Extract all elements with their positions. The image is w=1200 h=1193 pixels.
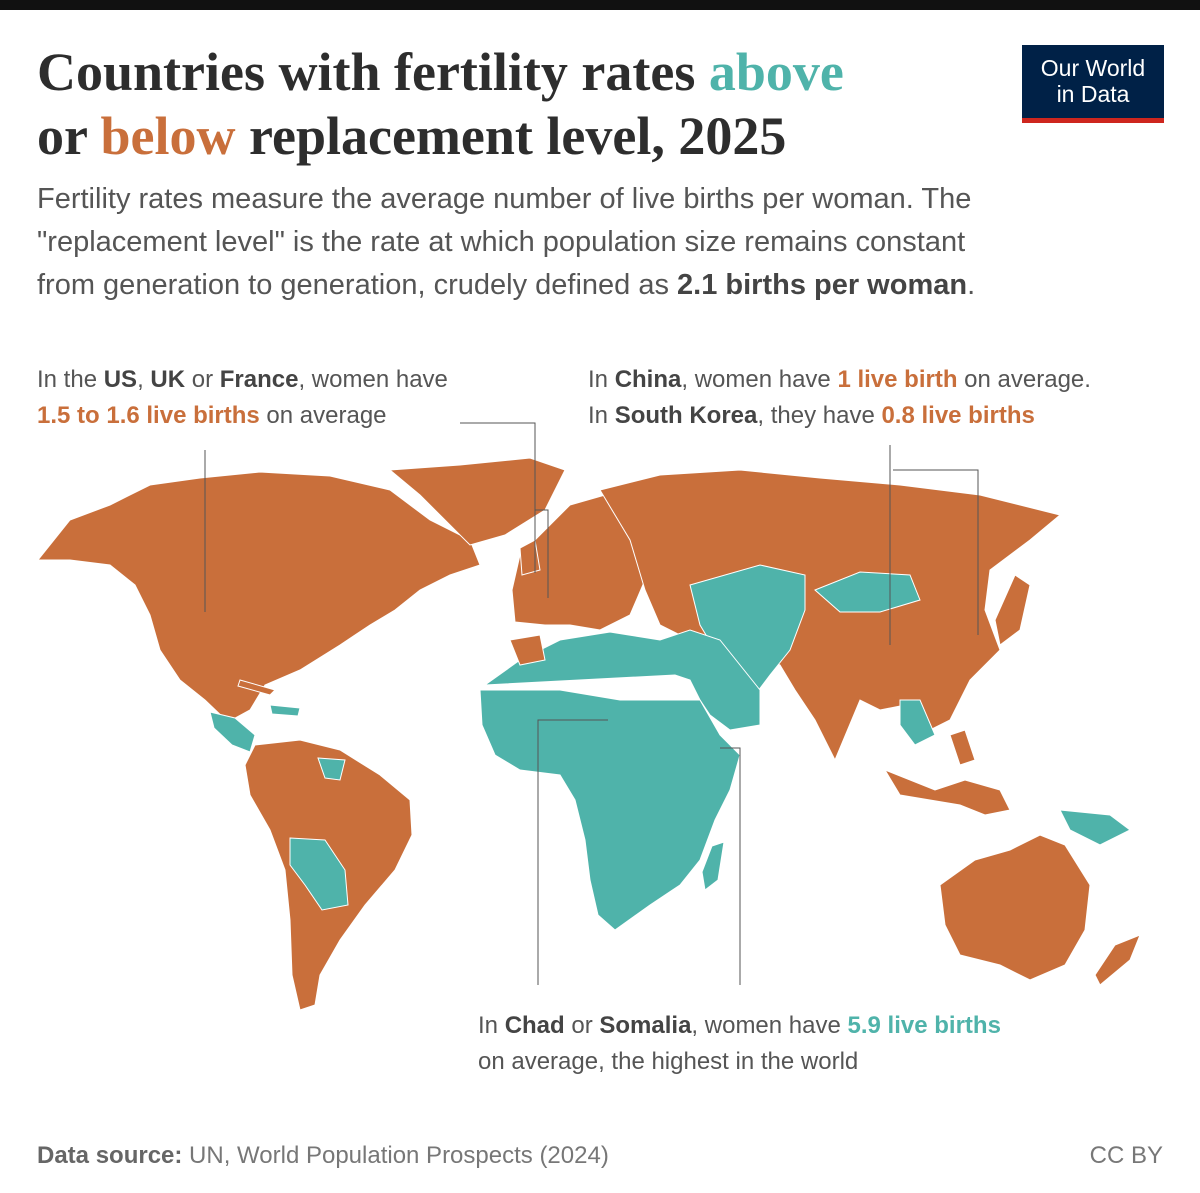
annotation-country: Somalia [599, 1012, 692, 1039]
subtitle-text: . [967, 269, 976, 301]
guyana-region [317, 757, 346, 781]
source-text: UN, World Population Prospects (2024) [182, 1142, 609, 1169]
annotation-country: Chad [504, 1012, 565, 1039]
logo-text: in Data [1056, 81, 1130, 107]
annotation-country: UK [150, 366, 186, 393]
annotation-text: , they have [757, 402, 882, 429]
subtitle-text: Fertility rates measure the average numb… [37, 183, 972, 215]
annotation-text: or [185, 366, 220, 393]
annotation-text: on average [259, 402, 387, 429]
annotation-value: 1.5 to 1.6 live births [37, 402, 260, 429]
cuba [237, 679, 276, 696]
annotation-country: US [103, 366, 138, 393]
madagascar [701, 841, 725, 891]
top-bar [0, 0, 1200, 10]
australia [939, 834, 1091, 981]
annotation-text: In [588, 402, 615, 429]
logo-text: Our World [1040, 55, 1146, 81]
annotation-country: South Korea [614, 402, 758, 429]
annotation-text: , women have [681, 366, 838, 393]
title-text: or [37, 106, 101, 166]
license[interactable]: CC BY [1089, 1142, 1163, 1169]
bolivia-paraguay [289, 837, 349, 911]
leader-lines [204, 422, 979, 985]
leader-line [537, 719, 608, 985]
annotation-country: France [219, 366, 299, 393]
title-below: below [100, 106, 236, 166]
annotation-africa: In Chad or Somalia, women have 5.9 live … [478, 1008, 1001, 1080]
logo[interactable]: Our World in Data [1022, 45, 1164, 123]
annotation-west: In the US, UK or France, women have 1.5 t… [37, 362, 448, 434]
north-africa-west [509, 634, 546, 666]
southeast-asia-islands [883, 768, 1011, 816]
leader-line [460, 422, 536, 573]
countries [36, 457, 1141, 1011]
annotation-text: on average. [957, 366, 1091, 393]
title: Countries with fertility rates above or b… [37, 40, 997, 168]
leader-line [720, 747, 741, 985]
annotation-text: , [137, 366, 151, 393]
new-zealand [1094, 934, 1141, 986]
leader-line [893, 469, 979, 635]
myanmar-laos [899, 699, 936, 746]
central-america [209, 711, 256, 753]
annotation-text: In the [37, 366, 104, 393]
papua [1059, 809, 1131, 846]
japan [994, 574, 1031, 646]
annotation-value: 0.8 live births [881, 402, 1035, 429]
source: Data source: UN, World Population Prospe… [37, 1142, 609, 1170]
annotation-value: 5.9 live births [847, 1012, 1001, 1039]
subtitle-text: from generation to generation, crudely d… [37, 269, 678, 301]
annotation-text: In [588, 366, 615, 393]
subtitle-text: "replacement level" is the rate at which… [37, 226, 966, 258]
north-america [36, 471, 481, 723]
annotation-text: In [478, 1012, 505, 1039]
annotation-east: In China, women have 1 live birth on ave… [588, 362, 1091, 434]
annotation-value: 1 live birth [837, 366, 958, 393]
caribbean [269, 704, 301, 717]
mongolia [814, 571, 921, 613]
greenland [388, 457, 566, 546]
subtitle: Fertility rates measure the average numb… [37, 178, 1177, 307]
annotation-text: on average, the highest in the world [478, 1048, 859, 1075]
annotation-text: , women have [691, 1012, 848, 1039]
title-text: replacement level, 2025 [235, 106, 787, 166]
title-text: Countries with fertility rates [37, 42, 709, 102]
annotation-country: China [614, 366, 682, 393]
africa [479, 689, 741, 931]
north-africa-middle-east [483, 629, 761, 731]
annotation-text: , women have [298, 366, 448, 393]
source-label: Data source: [37, 1142, 183, 1169]
subtitle-emphasis: 2.1 births per woman [677, 269, 968, 301]
leader-line [535, 509, 549, 598]
title-above: above [708, 42, 844, 102]
annotation-text: or [564, 1012, 600, 1039]
philippines [949, 729, 976, 766]
